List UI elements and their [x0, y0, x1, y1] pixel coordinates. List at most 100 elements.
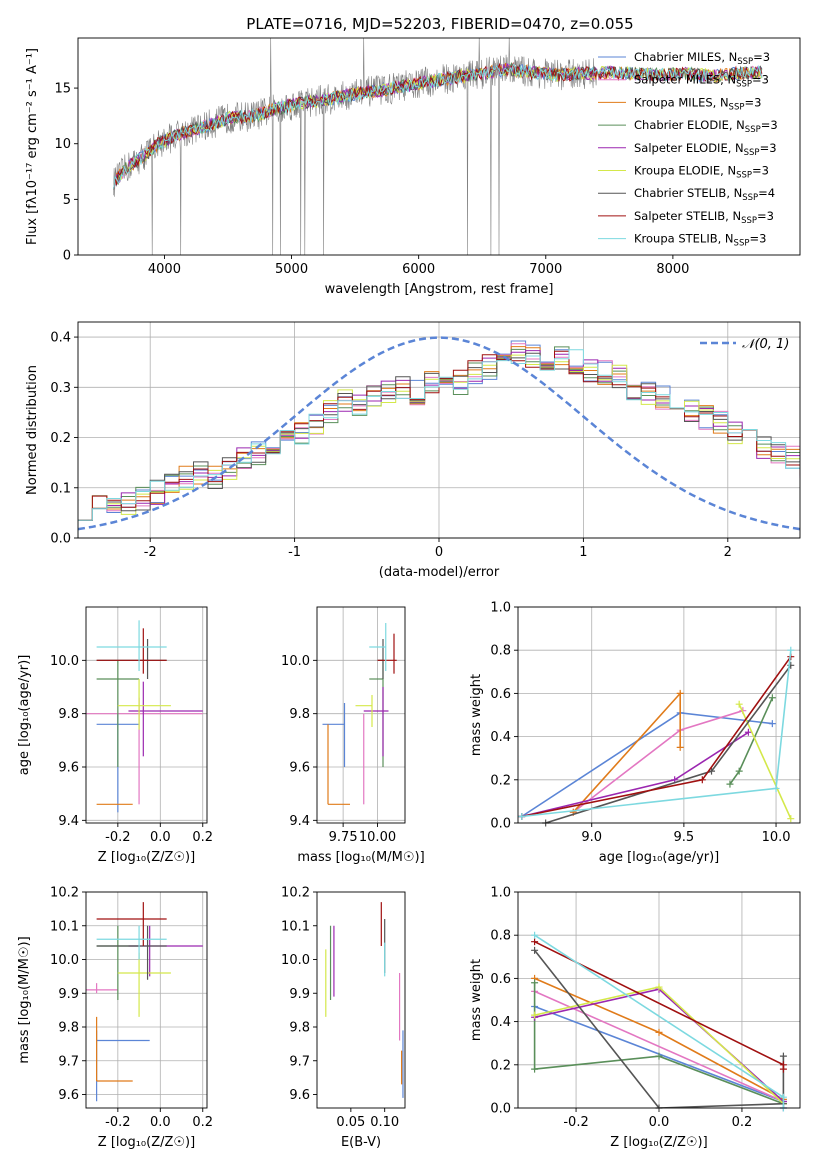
x-axis-label: mass [log₁₀(M/M☉)] — [297, 850, 424, 865]
x-tick-label: 1 — [579, 545, 587, 560]
weight-marker — [531, 938, 539, 946]
point-2 — [327, 724, 350, 805]
legend-count: =3 — [761, 118, 778, 132]
legend-label: Kroupa STELIB, N — [634, 232, 734, 246]
weight-marker — [518, 813, 526, 821]
hist-series-0 — [78, 340, 800, 538]
panel-Z_weight: -0.2 0.0 0.2 0.0 0.2 0.4 0.6 0.8 1.0 Z [log₁₀(Z/Z… — [469, 886, 801, 1150]
y-tick-label: 0.4 — [490, 730, 511, 745]
y-tick-label: 0.6 — [490, 687, 511, 702]
weight-marker — [655, 1028, 663, 1036]
weight-marker — [531, 979, 539, 987]
y-tick-label: 0.2 — [490, 1058, 511, 1073]
x-tick-label: 0.0 — [150, 1115, 171, 1130]
weight-marker — [655, 1052, 663, 1060]
weight-marker — [655, 983, 663, 991]
y-tick-label: 9.6 — [289, 761, 310, 776]
y-tick-label: 9.8 — [289, 1021, 310, 1036]
panel-spectrum: 4000 5000 6000 7000 8000 0 5 10 15 wavelength [An… — [25, 37, 801, 297]
x-axis-label: Z [log₁₀(Z/Z☉)] — [610, 1135, 707, 1150]
weight-marker — [779, 1093, 787, 1101]
weight-marker — [779, 1065, 787, 1073]
y-tick-label: 9.8 — [58, 707, 79, 722]
point-8 — [369, 623, 387, 671]
y-tick-label: 15 — [54, 82, 71, 97]
y-tick-label: 9.4 — [289, 814, 310, 829]
y-tick-label: 0 — [63, 249, 71, 264]
weight-marker — [531, 946, 539, 954]
legend-count: =3 — [752, 73, 769, 87]
x-tick-label: 7000 — [529, 262, 562, 277]
model-line-8 — [113, 63, 763, 190]
axes-frame — [85, 891, 208, 1109]
legend-entry: Kroupa MILES, NSSP=3 — [634, 95, 761, 112]
y-tick-label: 0.2 — [490, 773, 511, 788]
weight-series-6 — [545, 664, 792, 823]
legend-subscript: SSP — [729, 102, 745, 112]
y-tick-label: 0.3 — [50, 381, 71, 396]
legend-label: Chabrier MILES, N — [634, 50, 737, 64]
weight-marker — [531, 931, 539, 939]
panel-Z_age: -0.2 0.0 0.2 9.4 9.6 9.8 10.0 Z [log₁₀(Z/Z☉)] ag… — [17, 606, 213, 865]
x-axis-label: Z [log₁₀(Z/Z☉)] — [98, 1135, 195, 1150]
y-tick-label: 10 — [54, 137, 71, 152]
y-axis-label: Flux [fλ10⁻¹⁷ erg cm⁻² s⁻¹ A⁻¹] — [25, 48, 40, 245]
legend-subscript: SSP — [737, 57, 753, 67]
axes-frame — [517, 891, 801, 1109]
y-tick-label: 0.1 — [50, 481, 71, 496]
x-tick-label: 5000 — [275, 262, 308, 277]
legend-count: =3 — [752, 164, 769, 178]
axes-frame — [316, 606, 406, 824]
legend-label: Salpeter ELODIE, N — [634, 141, 744, 155]
legend-count: =3 — [744, 95, 761, 109]
figure-title: PLATE=0716, MJD=52203, FIBERID=0470, z=0… — [246, 15, 633, 33]
weight-series-6 — [533, 949, 785, 1108]
x-tick-label: -2 — [144, 545, 157, 560]
y-tick-label: 0.0 — [50, 532, 71, 547]
x-axis-label: E(B-V) — [341, 1135, 381, 1150]
panel-residual_hist: -2 -1 0 1 2 0.0 0.1 0.2 0.3 0.4 (data-model)/error… — [25, 321, 801, 580]
x-tick-label: 9.75 — [329, 830, 358, 845]
y-tick-label: 10.0 — [50, 953, 79, 968]
weight-marker — [744, 728, 752, 736]
point-6 — [96, 925, 167, 980]
y-tick-label: 1.0 — [490, 886, 511, 901]
x-axis-label: (data-model)/error — [379, 565, 500, 580]
legend-entry: Salpeter ELODIE, NSSP=3 — [634, 141, 777, 158]
x-tick-label: 0.2 — [192, 830, 213, 845]
weight-marker — [768, 720, 776, 728]
y-tick-label: 0.8 — [490, 644, 511, 659]
x-tick-label: 10.00 — [359, 830, 396, 845]
hist-series-1 — [78, 343, 800, 538]
point-5 — [117, 679, 171, 730]
y-tick-label: 10.1 — [281, 919, 310, 934]
weight-marker — [531, 1011, 539, 1019]
point-7 — [377, 633, 397, 674]
hist-series-3 — [78, 346, 800, 538]
y-tick-label: 0.8 — [490, 929, 511, 944]
x-tick-label: -0.2 — [105, 830, 130, 845]
point-4 — [363, 687, 389, 757]
x-tick-label: 0.0 — [150, 830, 171, 845]
y-tick-label: 0.0 — [490, 817, 511, 832]
hist-series-8 — [78, 349, 800, 538]
point-2 — [96, 1016, 133, 1082]
point-1 — [86, 697, 203, 805]
legend-entry: Salpeter STELIB, NSSP=3 — [634, 209, 774, 226]
y-tick-label: 9.6 — [289, 1088, 310, 1103]
y-axis-label: mass [log₁₀(M/M☉)] — [17, 936, 32, 1063]
weight-marker — [787, 815, 795, 823]
axes-frame — [77, 37, 801, 256]
point-0 — [322, 703, 346, 767]
legend-entry: Chabrier STELIB, NSSP=4 — [634, 186, 775, 203]
weight-marker — [787, 646, 795, 654]
hist-series-6 — [78, 352, 800, 538]
weight-marker — [735, 700, 743, 708]
y-tick-label: 0.4 — [50, 331, 71, 346]
x-tick-label: 0 — [435, 545, 443, 560]
y-axis-label: Normed distribution — [25, 365, 40, 495]
panel-Z_mass: -0.2 0.0 0.2 9.6 9.7 9.8 9.9 10.0 10.1 10.2 Z [log… — [17, 886, 213, 1151]
weight-marker — [698, 776, 706, 784]
legend-subscript: SSP — [745, 125, 761, 135]
x-tick-label: 0.0 — [649, 1115, 670, 1130]
